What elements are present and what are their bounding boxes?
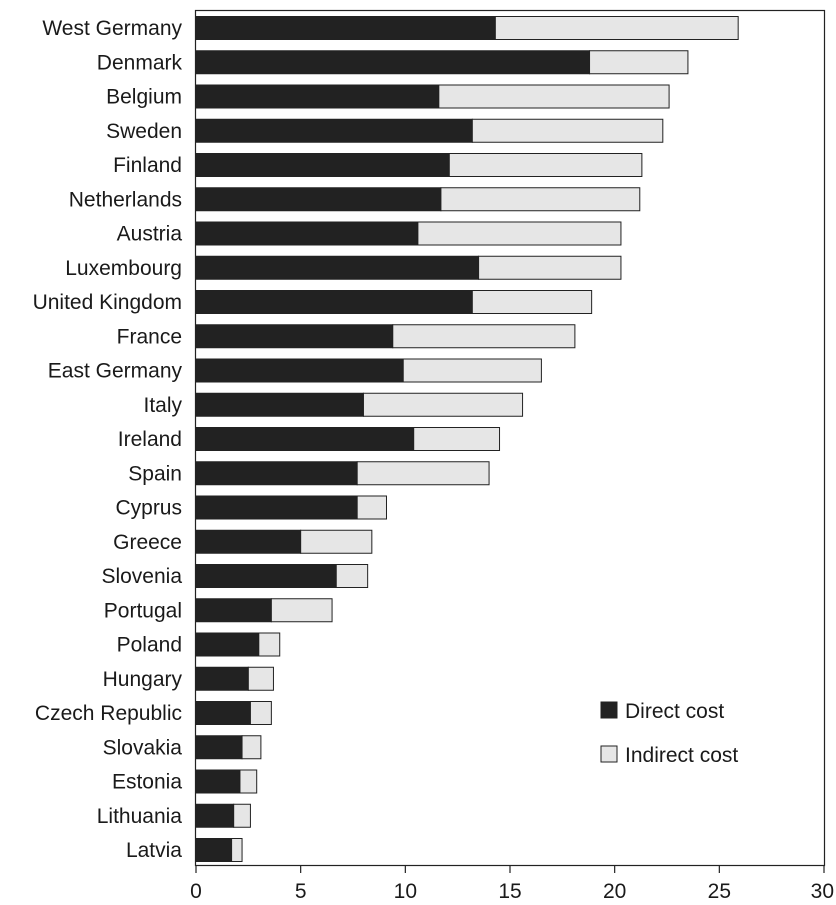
bar-indirect-united-kingdom (471, 290, 593, 314)
x-tick-label-25: 25 (708, 880, 731, 903)
x-axis-ticks-group: 0 5 10 15 20 25 30 (190, 866, 834, 903)
x-tick-label-5: 5 (295, 880, 307, 903)
bar-direct-cyprus (195, 495, 358, 520)
bar-direct-estonia (195, 769, 241, 794)
category-label-ireland: Ireland (118, 428, 182, 451)
category-label-cyprus: Cyprus (115, 497, 182, 520)
bar-direct-west-germany (195, 16, 496, 40)
bar-direct-belgium (195, 84, 440, 109)
bar-indirect-slovenia (335, 564, 369, 588)
category-label-portugal: Portugal (104, 599, 182, 622)
bar-direct-latvia (195, 838, 233, 862)
legend: Direct cost Indirect cost (600, 700, 738, 767)
legend-label-direct: Direct cost (625, 700, 724, 723)
bar-direct-greece (195, 529, 302, 554)
category-label-spain: Spain (128, 462, 182, 485)
bar-indirect-belgium (438, 84, 670, 109)
category-label-poland: Poland (117, 634, 182, 657)
category-label-denmark: Denmark (97, 51, 183, 74)
bar-direct-portugal (195, 598, 272, 623)
category-label-west-germany: West Germany (42, 17, 182, 40)
bar-indirect-austria (417, 221, 622, 246)
bar-indirect-cyprus (356, 495, 387, 520)
bar-indirect-luxembourg (478, 255, 622, 280)
legend-swatch-direct (600, 701, 618, 719)
bar-indirect-france (392, 324, 576, 349)
category-label-italy: Italy (143, 394, 182, 417)
bar-indirect-italy (362, 392, 524, 417)
bar-direct-finland (195, 153, 450, 177)
legend-label-indirect: Indirect cost (625, 744, 738, 767)
bar-direct-slovenia (195, 564, 337, 588)
category-label-belgium: Belgium (106, 86, 182, 109)
category-label-greece: Greece (113, 531, 182, 554)
category-label-austria: Austria (117, 223, 183, 246)
bar-indirect-netherlands (440, 187, 641, 212)
category-label-slovakia: Slovakia (103, 736, 183, 759)
category-label-united-kingdom: United Kingdom (33, 291, 182, 314)
x-tick-label-20: 20 (603, 880, 626, 903)
category-label-lithuania: Lithuania (97, 805, 183, 828)
category-label-slovenia: Slovenia (101, 565, 182, 588)
bar-indirect-czech-republic (249, 701, 272, 725)
category-label-luxembourg: Luxembourg (65, 257, 182, 280)
category-label-france: France (117, 325, 182, 348)
bar-indirect-ireland (413, 427, 501, 451)
bar-direct-sweden (195, 118, 473, 143)
bar-direct-netherlands (195, 187, 442, 212)
legend-swatch-indirect (600, 745, 618, 763)
bar-direct-hungary (195, 666, 249, 691)
x-tick-label-0: 0 (190, 880, 202, 903)
bar-direct-denmark (195, 50, 591, 75)
bar-direct-austria (195, 221, 419, 246)
bar-direct-lithuania (195, 803, 235, 828)
bar-indirect-denmark (589, 50, 689, 75)
bar-indirect-slovakia (241, 735, 262, 760)
bar-direct-spain (195, 461, 358, 486)
category-label-finland: Finland (113, 154, 182, 177)
category-label-latvia: Latvia (126, 839, 182, 862)
bar-direct-italy (195, 392, 364, 417)
category-label-czech-republic: Czech Republic (35, 702, 182, 725)
bar-direct-france (195, 324, 394, 349)
category-label-estonia: Estonia (112, 771, 182, 794)
category-labels-group: West Germany Denmark Belgium Sweden Finland N… (33, 17, 183, 862)
bar-indirect-estonia (239, 769, 258, 794)
bar-direct-united-kingdom (195, 290, 473, 314)
bar-indirect-east-germany (402, 358, 542, 383)
x-tick-label-30: 30 (811, 880, 834, 903)
bar-direct-east-germany (195, 358, 404, 383)
bar-indirect-finland (448, 153, 643, 177)
bar-indirect-west-germany (494, 16, 739, 40)
bar-indirect-latvia (231, 838, 243, 862)
bar-indirect-portugal (270, 598, 333, 623)
bar-indirect-poland (258, 632, 281, 657)
x-tick-label-10: 10 (394, 880, 417, 903)
bar-indirect-greece (300, 529, 373, 554)
category-label-east-germany: East Germany (48, 360, 183, 383)
bars-group (195, 16, 739, 862)
bar-direct-slovakia (195, 735, 243, 760)
bar-indirect-spain (356, 461, 490, 486)
bar-direct-luxembourg (195, 255, 480, 280)
x-tick-label-15: 15 (498, 880, 521, 903)
category-label-netherlands: Netherlands (69, 188, 182, 211)
bar-direct-poland (195, 632, 260, 657)
bar-indirect-sweden (471, 118, 664, 143)
category-label-hungary: Hungary (103, 668, 183, 691)
bar-indirect-hungary (247, 666, 274, 691)
category-label-sweden: Sweden (106, 120, 182, 143)
bar-direct-ireland (195, 427, 415, 451)
bar-indirect-lithuania (233, 803, 251, 828)
bar-direct-czech-republic (195, 701, 251, 725)
